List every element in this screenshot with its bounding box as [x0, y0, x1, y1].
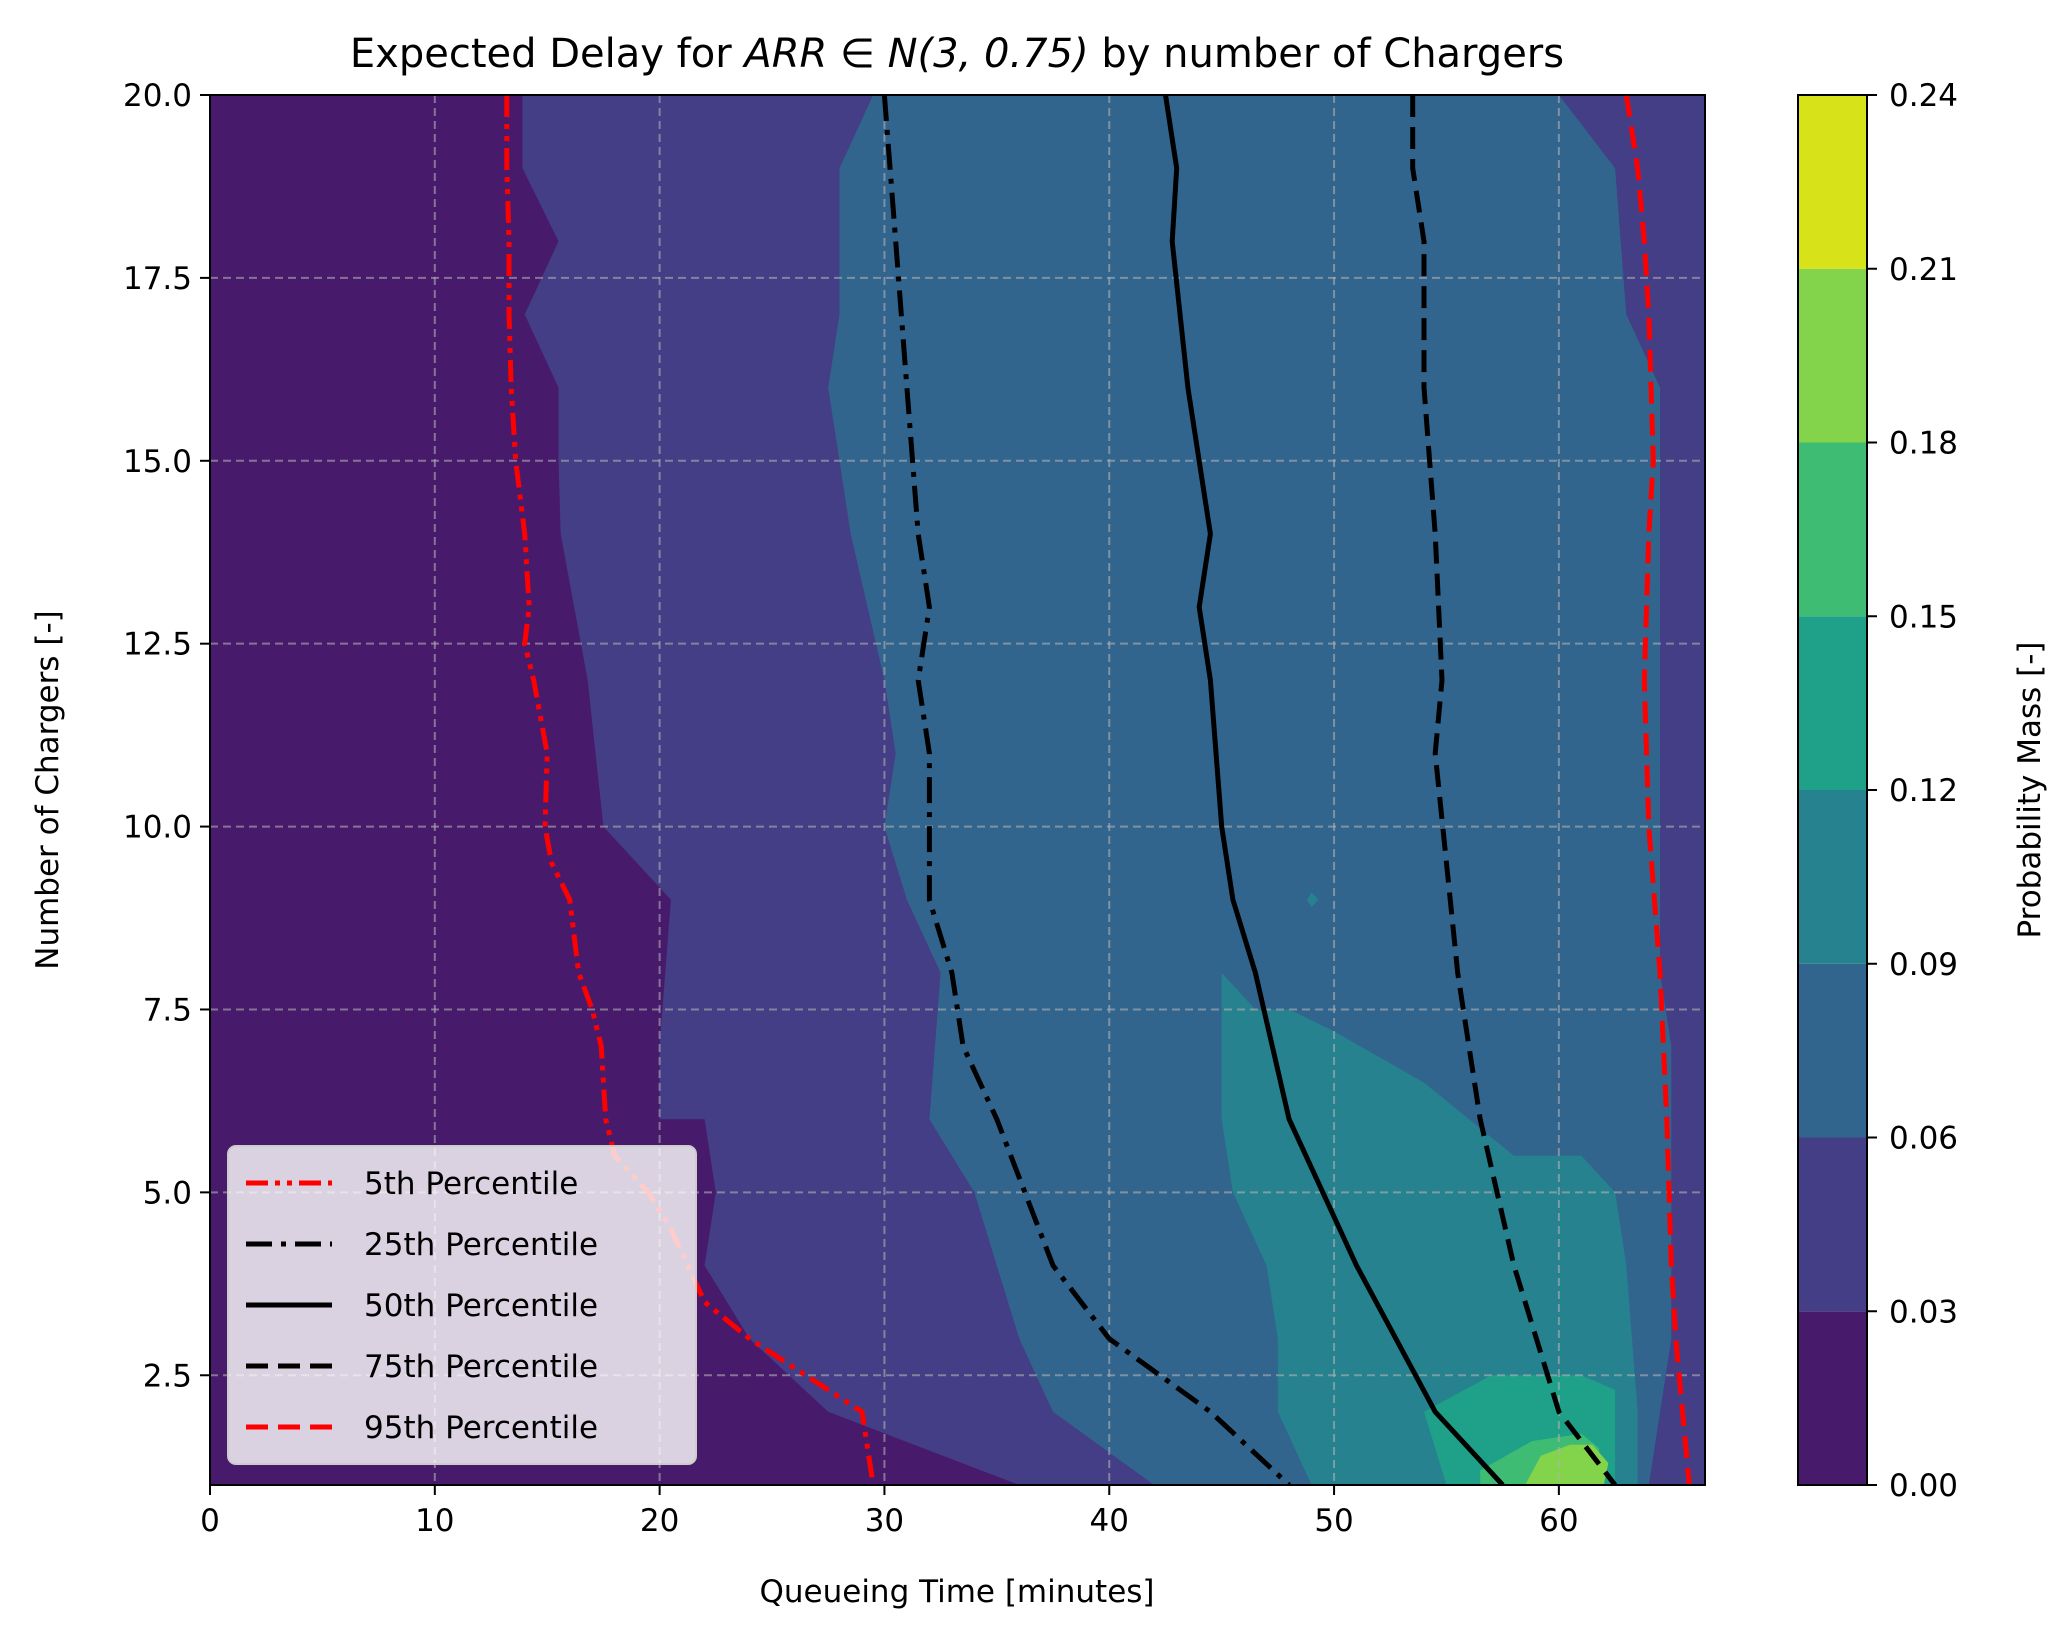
legend-label-3: 50th Percentile: [364, 1288, 598, 1324]
colorbar-band-7: [1798, 95, 1867, 269]
legend-box: [227, 1145, 697, 1465]
colorbar-label: Probability Mass [-]: [2012, 642, 2048, 939]
y-tick-label: 2.5: [143, 1358, 192, 1394]
y-axis-label: Number of Chargers [-]: [30, 610, 66, 969]
legend-label-5: 95th Percentile: [364, 1410, 598, 1446]
y-tick-label: 20.0: [123, 78, 192, 114]
colorbar-tick-label: 0.00: [1889, 1468, 1958, 1504]
x-tick-label: 50: [1314, 1503, 1353, 1539]
x-tick-label: 30: [865, 1503, 904, 1539]
series-line-4: [1410, 95, 1618, 1485]
y-tick-label: 17.5: [123, 261, 192, 297]
colorbar-tick-label: 0.21: [1889, 252, 1958, 288]
y-tick-label: 5.0: [143, 1175, 192, 1211]
legend-label-1: 5th Percentile: [364, 1166, 578, 1202]
colorbar-band-6: [1798, 268, 1867, 443]
chart-title: Expected Delay for ARR ∈ N(3, 0.75) by n…: [350, 31, 1564, 77]
colorbar-tick-label: 0.24: [1889, 78, 1958, 114]
x-axis-ticks: 0 10 20 30 40 50 60: [200, 1485, 1579, 1539]
colorbar-band-2: [1798, 963, 1867, 1138]
colorbar-band-3: [1798, 790, 1867, 964]
x-tick-label: 0: [200, 1503, 220, 1539]
colorbar-tick-label: 0.03: [1889, 1294, 1958, 1330]
x-axis-label: Queueing Time [minutes]: [759, 1574, 1154, 1610]
x-tick-label: 40: [1090, 1503, 1129, 1539]
y-tick-label: 12.5: [123, 627, 192, 663]
plot-area: [209, 94, 1706, 1486]
y-axis-ticks: 2.5 5.0 7.5 10.0 12.5 15.0 17.5 20.0: [123, 78, 210, 1394]
colorbar-tick-label: 0.12: [1889, 773, 1958, 809]
contour-region-level-3: [1221, 972, 1638, 1485]
percentile-lines: [504, 95, 1692, 1485]
x-tick-label: 10: [415, 1503, 454, 1539]
series-line-1: [504, 95, 876, 1485]
series-line-5: [1623, 95, 1692, 1485]
legend-label-4: 75th Percentile: [364, 1349, 598, 1385]
y-tick-label: 7.5: [143, 992, 192, 1028]
plot-frame: [209, 94, 1706, 1486]
colorbar: 0.00 0.03 0.06 0.09 0.12 0.15 0.18 0.21 0.24 Pro…: [1797, 78, 2048, 1504]
contour-regions: [522, 95, 1705, 1485]
series-line-2: [881, 95, 1291, 1485]
x-tick-label: 60: [1539, 1503, 1578, 1539]
legend-label-2: 25th Percentile: [364, 1227, 598, 1263]
colorbar-tick-label: 0.15: [1889, 599, 1958, 635]
y-tick-label: 10.0: [123, 810, 192, 846]
legend: 5th Percentile 25th Percentile 50th Percen…: [227, 1145, 697, 1465]
colorbar-tick-label: 0.06: [1889, 1121, 1958, 1157]
colorbar-band-0: [1798, 1311, 1867, 1485]
colorbar-band-1: [1798, 1137, 1867, 1312]
contour-region-level-3: [1307, 892, 1319, 908]
x-tick-label: 20: [640, 1503, 679, 1539]
colorbar-tick-label: 0.18: [1889, 426, 1958, 462]
colorbar-band-5: [1798, 442, 1867, 617]
colorbar-tick-label: 0.09: [1889, 947, 1958, 983]
series-line-3: [1163, 95, 1505, 1485]
y-tick-label: 15.0: [123, 444, 192, 480]
colorbar-band-4: [1798, 616, 1867, 790]
contour-region-level-6: [1525, 1444, 1609, 1485]
